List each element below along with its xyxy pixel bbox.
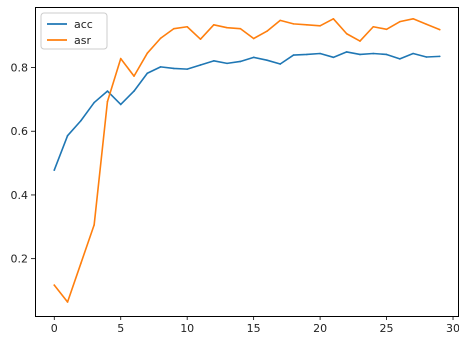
data-point-asr-29	[438, 28, 441, 31]
data-point-asr-17	[279, 19, 282, 22]
x-tick-label-5: 5	[117, 322, 124, 335]
data-point-acc-19	[306, 53, 308, 56]
data-point-acc-6	[133, 90, 135, 92]
data-point-acc-18	[292, 54, 295, 56]
data-point-acc-26	[399, 58, 401, 60]
data-point-acc-8	[159, 66, 162, 68]
data-point-asr-27	[412, 17, 414, 20]
y-tick-label-0.2: 0.2	[11, 253, 29, 266]
series-line-acc	[53, 51, 441, 171]
data-point-asr-1	[66, 301, 69, 303]
x-tick-label-10: 10	[180, 322, 194, 335]
x-tick-label-25: 25	[380, 322, 394, 335]
data-point-acc-22	[345, 51, 348, 53]
series-layer	[53, 17, 441, 303]
data-point-acc-9	[173, 67, 175, 70]
data-point-acc-21	[332, 56, 335, 59]
plot-area	[35, 7, 459, 317]
y-tick-label-0.6: 0.6	[11, 125, 29, 138]
x-tick-label-20: 20	[313, 322, 327, 335]
data-point-acc-20	[319, 52, 321, 55]
legend-label-asr: asr	[74, 34, 91, 47]
data-point-asr-7	[146, 52, 149, 54]
data-point-asr-14	[239, 27, 242, 30]
data-point-acc-16	[266, 59, 268, 61]
x-tick-label-30: 30	[446, 322, 459, 335]
x-tick-label-15: 15	[247, 322, 261, 335]
data-point-asr-3	[93, 224, 95, 226]
y-axis: 0.2 0.4 0.6 0.8	[11, 62, 35, 266]
data-point-asr-16	[266, 30, 268, 33]
data-point-asr-13	[226, 26, 228, 29]
data-point-acc-14	[239, 60, 242, 63]
data-point-acc-17	[279, 63, 282, 65]
data-point-acc-5	[119, 103, 122, 106]
data-point-asr-9	[173, 27, 175, 30]
data-point-asr-6	[133, 75, 135, 77]
data-point-acc-11	[199, 64, 202, 66]
data-point-asr-11	[199, 38, 202, 40]
data-point-asr-28	[425, 23, 428, 26]
legend: acc asr	[40, 12, 108, 50]
data-point-asr-25	[385, 28, 388, 31]
data-point-asr-5	[119, 57, 122, 60]
data-point-acc-4	[106, 90, 109, 92]
series-line-asr	[53, 17, 441, 303]
data-point-acc-25	[385, 53, 388, 56]
data-point-asr-19	[306, 24, 308, 26]
data-point-acc-12	[212, 60, 215, 62]
data-point-asr-26	[399, 20, 401, 23]
data-point-asr-12	[212, 24, 215, 26]
data-point-acc-2	[80, 119, 82, 122]
data-point-acc-10	[186, 68, 188, 70]
data-point-acc-15	[252, 56, 255, 59]
data-point-acc-27	[412, 52, 414, 55]
data-point-asr-18	[292, 23, 295, 25]
data-point-asr-8	[159, 37, 162, 40]
data-point-acc-3	[93, 101, 95, 104]
x-tick-label-0: 0	[51, 322, 58, 335]
data-point-asr-24	[372, 25, 375, 28]
data-point-acc-29	[438, 55, 441, 58]
data-point-acc-13	[226, 62, 228, 65]
data-point-asr-23	[359, 40, 361, 42]
data-point-acc-23	[359, 53, 361, 56]
data-point-acc-28	[425, 56, 428, 58]
data-point-asr-4	[106, 100, 109, 103]
data-point-acc-7	[146, 72, 149, 75]
data-point-acc-0	[53, 169, 56, 171]
data-point-asr-15	[252, 37, 255, 40]
x-axis: 0 5 10 15 20 25 30	[51, 316, 459, 335]
y-tick-label-0.4: 0.4	[11, 189, 29, 202]
data-point-asr-2	[80, 262, 82, 265]
y-tick-label-0.8: 0.8	[11, 62, 29, 75]
data-point-acc-24	[372, 52, 375, 55]
data-point-asr-20	[319, 24, 321, 27]
data-point-asr-0	[53, 284, 56, 286]
data-point-asr-10	[186, 25, 188, 28]
data-point-asr-22	[345, 32, 348, 35]
legend-label-acc: acc	[74, 18, 93, 31]
data-point-acc-1	[66, 134, 69, 137]
data-point-asr-21	[332, 17, 335, 20]
